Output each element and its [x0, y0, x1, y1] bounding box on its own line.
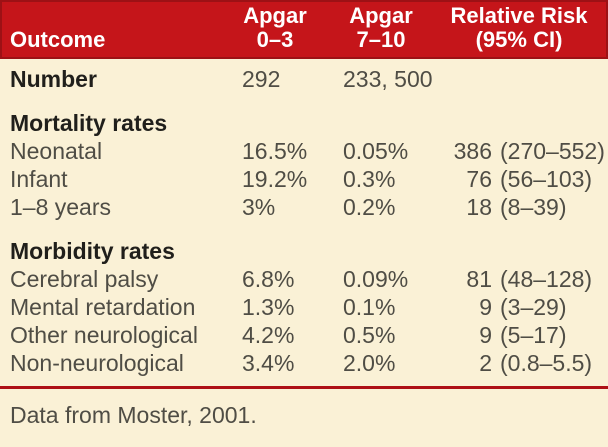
table-header-row: Outcome Apgar 0–3 Apgar 7–10 Relative Ri…	[0, 0, 608, 59]
apgar-7-10-value: 0.2%	[343, 194, 396, 220]
section-header-mortality: Mortality rates	[10, 109, 596, 137]
row-label: Mental retardation	[10, 294, 196, 320]
table-row-non-neurological: Non-neurological 3.4% 2.0% 2 (0.8–5.5)	[10, 349, 596, 377]
relative-risk-value: 9 (3–29)	[438, 293, 596, 321]
relative-risk-ci: (3–29)	[500, 294, 567, 320]
relative-risk-value	[438, 65, 596, 93]
apgar-0-3-value: 19.2%	[242, 166, 308, 192]
apgar-0-3-value: 16.5%	[242, 138, 308, 164]
relative-risk-ci: (5–17)	[500, 322, 567, 348]
apgar-0-3-value: 1.3%	[242, 294, 295, 320]
apgar-0-3-value: 3.4%	[242, 350, 295, 376]
relative-risk-ci: (8–39)	[500, 194, 567, 220]
relative-risk-value: 9 (5–17)	[438, 321, 596, 349]
table-row-neonatal: Neonatal 16.5% 0.05% 386 (270–552)	[10, 137, 605, 165]
relative-risk-value: 76 (56–103)	[438, 165, 596, 193]
table-body: Number 292 233, 500 Mortality rates Neon…	[0, 59, 608, 377]
table-row-infant: Infant 19.2% 0.3% 76 (56–103)	[10, 165, 596, 193]
relative-risk-number: 76	[466, 166, 492, 192]
row-label: Cerebral palsy	[10, 266, 159, 292]
column-header-apgar-0-3: Apgar 0–3	[240, 4, 341, 52]
relative-risk-ci: (270–552)	[500, 138, 605, 164]
relative-risk-value: 81 (48–128)	[438, 265, 596, 293]
column-header-apgar-7-10-line2: 7–10	[356, 27, 406, 52]
table-row-number: Number 292 233, 500	[10, 65, 596, 93]
section-label: Mortality rates	[10, 110, 168, 136]
row-label: 1–8 years	[10, 194, 112, 220]
column-header-apgar-7-10-line1: Apgar	[349, 3, 413, 28]
column-header-outcome: Outcome	[10, 27, 106, 52]
relative-risk-ci: (56–103)	[500, 166, 593, 192]
relative-risk-number: 386	[453, 138, 492, 164]
table-row-cerebral-palsy: Cerebral palsy 6.8% 0.09% 81 (48–128)	[10, 265, 596, 293]
relative-risk-ci: (0.8–5.5)	[500, 350, 593, 376]
row-label: Neonatal	[10, 138, 103, 164]
column-header-apgar-0-3-line1: Apgar	[243, 3, 307, 28]
relative-risk-number: 9	[479, 294, 492, 320]
column-header-relative-risk-line1: Relative Risk	[450, 3, 588, 28]
table-footnote: Data from Moster, 2001.	[10, 402, 257, 428]
relative-risk-number	[438, 65, 492, 93]
relative-risk-number: 9	[479, 322, 492, 348]
relative-risk-number: 2	[479, 350, 492, 376]
row-label: Number	[10, 66, 97, 92]
section-label: Morbidity rates	[10, 238, 175, 264]
table-row-mental-retardation: Mental retardation 1.3% 0.1% 9 (3–29)	[10, 293, 596, 321]
relative-risk-value: 2 (0.8–5.5)	[438, 349, 596, 377]
apgar-7-10-value: 233, 500	[343, 66, 433, 92]
relative-risk-value: 18 (8–39)	[438, 193, 596, 221]
apgar-7-10-value: 0.1%	[343, 294, 396, 320]
bottom-rule-divider	[0, 386, 608, 389]
section-header-morbidity: Morbidity rates	[10, 237, 596, 265]
apgar-7-10-value: 0.3%	[343, 166, 396, 192]
row-label: Other neurological	[10, 322, 198, 348]
column-header-relative-risk-line2: (95% CI)	[475, 27, 563, 52]
apgar-0-3-value: 4.2%	[242, 322, 295, 348]
row-label: Infant	[10, 166, 68, 192]
relative-risk-ci: (48–128)	[500, 266, 593, 292]
column-header-apgar-0-3-line2: 0–3	[256, 27, 294, 52]
apgar-7-10-value: 0.5%	[343, 322, 396, 348]
relative-risk-number: 18	[466, 194, 492, 220]
row-label: Non-neurological	[10, 350, 184, 376]
apgar-7-10-value: 2.0%	[343, 350, 396, 376]
column-header-apgar-7-10: Apgar 7–10	[341, 4, 436, 52]
column-header-relative-risk: Relative Risk (95% CI)	[436, 4, 594, 52]
table-row-1-8-years: 1–8 years 3% 0.2% 18 (8–39)	[10, 193, 596, 221]
apgar-0-3-value: 6.8%	[242, 266, 295, 292]
relative-risk-value: 386 (270–552)	[438, 137, 605, 165]
relative-risk-number: 81	[466, 266, 492, 292]
apgar-0-3-value: 292	[242, 66, 281, 92]
apgar-0-3-value: 3%	[242, 194, 276, 220]
apgar-7-10-value: 0.09%	[343, 266, 409, 292]
table-row-other-neurological: Other neurological 4.2% 0.5% 9 (5–17)	[10, 321, 596, 349]
apgar-7-10-value: 0.05%	[343, 138, 409, 164]
